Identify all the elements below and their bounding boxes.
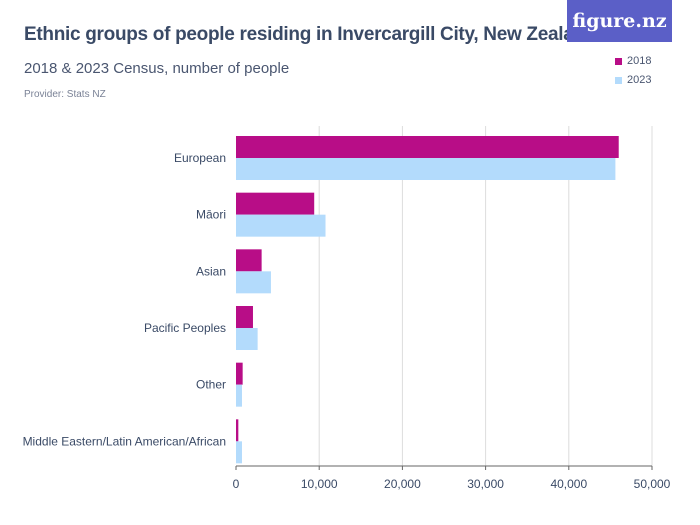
bar-2018	[236, 136, 619, 158]
category-label: Other	[196, 378, 226, 392]
provider-text: Provider: Stats NZ	[24, 89, 106, 100]
bar-2018	[236, 249, 262, 272]
chart-title: Ethnic groups of people residing in Inve…	[24, 24, 597, 45]
bar-2023	[236, 441, 242, 464]
x-tick-label: 50,000	[634, 477, 671, 491]
bar-2018	[236, 306, 253, 328]
category-label: Māori	[196, 208, 226, 222]
category-label: Pacific Peoples	[144, 321, 226, 335]
legend-label: 2023	[627, 74, 652, 86]
legend-item-2018: 2018	[615, 55, 651, 67]
bar-2018	[236, 192, 315, 215]
x-tick-label: 20,000	[384, 477, 421, 491]
bar-2023	[236, 158, 616, 180]
legend-swatch	[615, 57, 622, 65]
category-label: Middle Eastern/Latin American/African	[23, 434, 226, 448]
legend-swatch	[615, 76, 622, 84]
bar-2018	[236, 419, 239, 442]
bar-2023	[236, 271, 271, 294]
category-label: Asian	[196, 264, 226, 278]
figure-nz-logo[interactable]: figure.nz	[567, 0, 672, 42]
x-tick-label: 40,000	[550, 477, 587, 491]
legend-label: 2018	[627, 55, 652, 67]
x-tick-label: 10,000	[301, 477, 338, 491]
bar-2023	[236, 384, 242, 407]
bar-2023	[236, 328, 258, 350]
x-tick-label: 0	[233, 477, 240, 491]
bar-2018	[236, 362, 243, 385]
legend-item-2023: 2023	[615, 74, 651, 86]
chart-subtitle: 2018 & 2023 Census, number of people	[24, 60, 290, 77]
category-label: European	[174, 151, 226, 165]
x-tick-label: 30,000	[467, 477, 504, 491]
bar-2023	[236, 214, 326, 237]
